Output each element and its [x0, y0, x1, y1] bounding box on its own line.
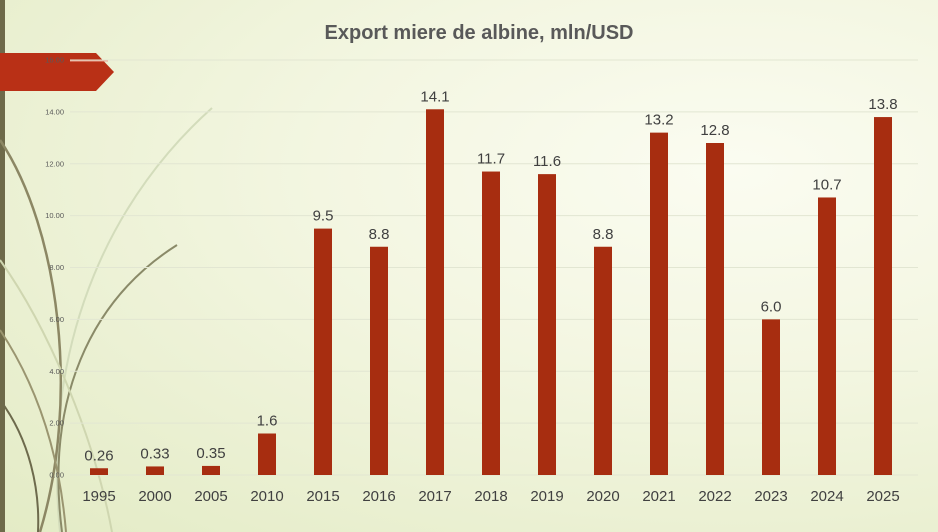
- bar: [314, 228, 332, 475]
- x-tick-label: 2015: [306, 488, 339, 505]
- y-tick-label: 4.00: [49, 367, 64, 376]
- y-tick-label: 0.00: [49, 471, 64, 480]
- left-edge-stripe: [0, 0, 5, 532]
- data-label: 1.6: [257, 413, 278, 430]
- data-label: 6.0: [761, 298, 782, 315]
- x-tick-label: 1995: [82, 488, 115, 505]
- x-tick-label: 2022: [698, 488, 731, 505]
- data-label: 0.26: [84, 447, 113, 464]
- chart-title: Export miere de albine, mln/USD: [324, 22, 634, 44]
- bar: [594, 246, 612, 475]
- bar: [202, 465, 220, 475]
- bar: [818, 197, 836, 475]
- y-tick-label: 12.00: [45, 159, 64, 168]
- data-label: 10.7: [812, 176, 841, 193]
- bar: [426, 109, 444, 475]
- bar: [538, 174, 556, 475]
- x-tick-label: 2023: [754, 488, 787, 505]
- data-label: 0.33: [140, 445, 169, 462]
- data-label: 11.7: [477, 151, 505, 168]
- x-tick-label: 2005: [194, 488, 227, 505]
- data-label: 8.8: [593, 226, 614, 243]
- decorative-curve: [0, 139, 62, 532]
- x-tick-label: 2021: [642, 488, 675, 505]
- bar: [874, 117, 892, 475]
- bar: [90, 468, 108, 475]
- data-label: 0.35: [196, 445, 225, 462]
- x-tick-label: 2000: [138, 488, 171, 505]
- decorative-curve: [0, 259, 113, 532]
- decorative-curve: [0, 329, 67, 532]
- data-label: 13.8: [868, 96, 897, 113]
- data-label: 13.2: [644, 112, 673, 129]
- x-tick-label: 2018: [474, 488, 507, 505]
- y-tick-label: 10.00: [45, 211, 64, 220]
- bar: [482, 171, 500, 475]
- x-tick-label: 2010: [250, 488, 283, 505]
- x-tick-label: 2020: [586, 488, 619, 505]
- data-label: 14.1: [420, 88, 449, 105]
- bar: [706, 143, 724, 475]
- accent-arrow-banner: [0, 53, 114, 91]
- bar: [258, 433, 276, 475]
- bar: [650, 132, 668, 475]
- bar: [370, 246, 388, 475]
- data-label: 11.6: [533, 153, 561, 170]
- bar: [762, 319, 780, 475]
- y-tick-label: 2.00: [49, 419, 64, 428]
- x-tick-label: 2016: [362, 488, 395, 505]
- decorative-curve: [0, 399, 40, 532]
- x-tick-label: 2024: [810, 488, 843, 505]
- data-label: 8.8: [369, 226, 390, 243]
- y-tick-label: 6.00: [49, 315, 64, 324]
- y-tick-label: 8.00: [49, 263, 64, 272]
- y-tick-label: 16.00: [45, 56, 64, 65]
- x-tick-label: 2019: [530, 488, 563, 505]
- bar: [146, 466, 164, 475]
- data-label: 12.8: [700, 122, 729, 139]
- y-tick-label: 14.00: [45, 107, 64, 116]
- x-tick-label: 2025: [866, 488, 899, 505]
- data-label: 9.5: [313, 208, 334, 225]
- x-tick-label: 2017: [418, 488, 451, 505]
